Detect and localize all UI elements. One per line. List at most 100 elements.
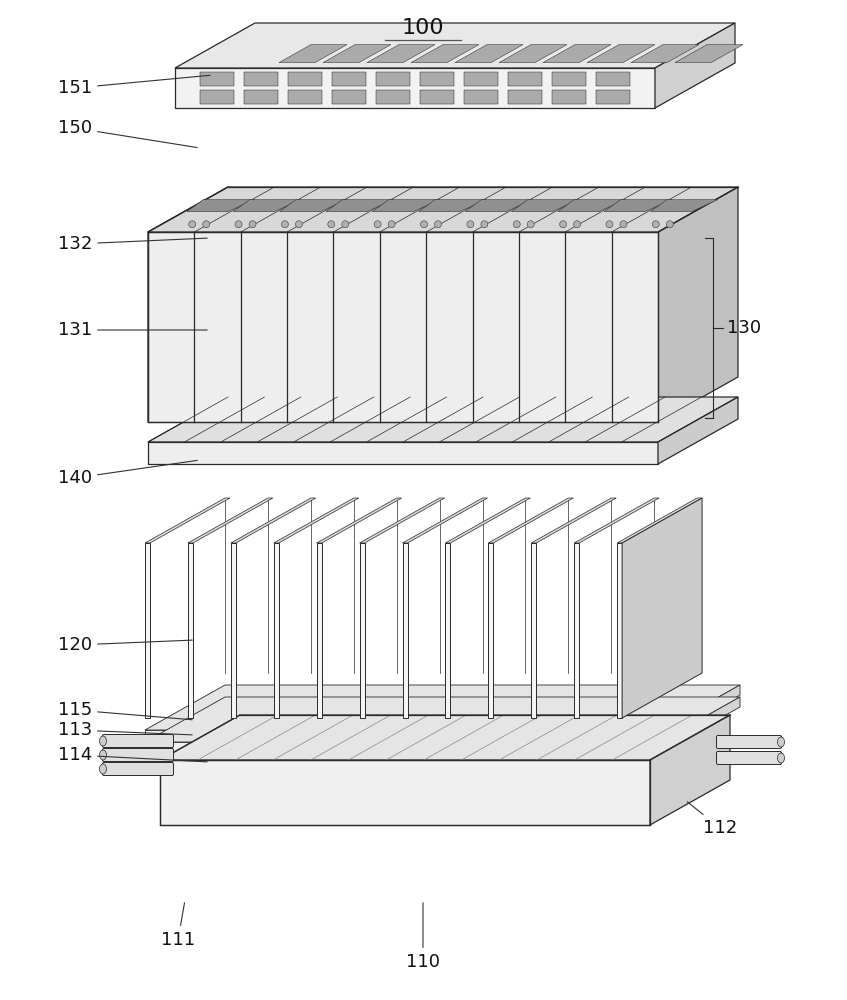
Polygon shape — [631, 45, 699, 63]
Polygon shape — [175, 23, 735, 68]
Bar — [464, 90, 498, 104]
Polygon shape — [543, 45, 611, 63]
Polygon shape — [231, 543, 235, 718]
Polygon shape — [145, 543, 150, 718]
Bar — [332, 90, 366, 104]
FancyBboxPatch shape — [102, 762, 174, 776]
Bar — [288, 90, 322, 104]
Polygon shape — [650, 715, 730, 825]
Circle shape — [620, 221, 627, 228]
Bar — [244, 90, 278, 104]
Text: 150: 150 — [58, 119, 197, 148]
Polygon shape — [326, 200, 393, 212]
Circle shape — [573, 221, 580, 228]
Polygon shape — [455, 45, 523, 63]
Polygon shape — [622, 498, 702, 718]
Polygon shape — [531, 543, 536, 718]
Polygon shape — [148, 187, 738, 232]
Text: 114: 114 — [58, 746, 208, 764]
Polygon shape — [175, 68, 655, 108]
Polygon shape — [512, 200, 579, 212]
Polygon shape — [233, 200, 301, 212]
Circle shape — [249, 221, 256, 228]
Polygon shape — [499, 45, 567, 63]
Bar — [508, 72, 542, 86]
Polygon shape — [446, 543, 451, 718]
Polygon shape — [489, 498, 573, 543]
Circle shape — [667, 221, 673, 228]
Text: 110: 110 — [406, 903, 440, 971]
Ellipse shape — [778, 737, 784, 747]
Polygon shape — [145, 498, 230, 543]
Bar — [376, 90, 410, 104]
Circle shape — [435, 221, 441, 228]
Circle shape — [235, 221, 242, 228]
Text: 111: 111 — [161, 903, 195, 949]
Bar — [200, 90, 234, 104]
Polygon shape — [655, 23, 735, 108]
Circle shape — [342, 221, 349, 228]
Polygon shape — [557, 200, 625, 212]
Polygon shape — [617, 498, 702, 543]
Polygon shape — [660, 685, 740, 740]
Polygon shape — [145, 742, 660, 752]
Polygon shape — [402, 543, 407, 718]
Polygon shape — [617, 543, 622, 718]
Text: 112: 112 — [687, 802, 737, 837]
Polygon shape — [411, 45, 479, 63]
Polygon shape — [658, 187, 738, 422]
Bar — [420, 90, 454, 104]
Text: 131: 131 — [58, 321, 208, 339]
FancyBboxPatch shape — [717, 752, 782, 764]
Polygon shape — [402, 498, 488, 543]
FancyBboxPatch shape — [102, 734, 174, 748]
Polygon shape — [658, 397, 738, 464]
Circle shape — [513, 221, 520, 228]
Text: 100: 100 — [401, 18, 445, 38]
Polygon shape — [280, 200, 347, 212]
Circle shape — [281, 221, 289, 228]
Polygon shape — [148, 397, 738, 442]
Polygon shape — [145, 697, 740, 742]
Polygon shape — [604, 200, 672, 212]
Text: 113: 113 — [58, 721, 192, 739]
Polygon shape — [360, 543, 364, 718]
Ellipse shape — [99, 764, 107, 774]
Polygon shape — [317, 543, 322, 718]
Bar — [508, 90, 542, 104]
Polygon shape — [148, 442, 658, 464]
Text: 140: 140 — [58, 460, 197, 487]
Polygon shape — [231, 498, 316, 543]
Polygon shape — [531, 498, 617, 543]
Ellipse shape — [99, 750, 107, 760]
Polygon shape — [323, 45, 391, 63]
Bar — [596, 90, 630, 104]
Bar — [552, 72, 586, 86]
Bar — [596, 72, 630, 86]
Bar — [552, 90, 586, 104]
Ellipse shape — [99, 736, 107, 746]
Bar — [288, 72, 322, 86]
Circle shape — [296, 221, 302, 228]
Polygon shape — [145, 685, 740, 730]
Circle shape — [467, 221, 473, 228]
Circle shape — [328, 221, 335, 228]
Polygon shape — [187, 200, 254, 212]
Polygon shape — [188, 543, 193, 718]
Polygon shape — [145, 730, 660, 740]
Circle shape — [420, 221, 428, 228]
Circle shape — [481, 221, 488, 228]
FancyBboxPatch shape — [717, 736, 782, 748]
Bar — [244, 72, 278, 86]
Polygon shape — [660, 697, 740, 752]
Polygon shape — [367, 45, 435, 63]
Circle shape — [527, 221, 534, 228]
Ellipse shape — [778, 753, 784, 763]
Bar — [420, 72, 454, 86]
Circle shape — [189, 221, 196, 228]
Text: 115: 115 — [58, 701, 192, 720]
Polygon shape — [279, 45, 347, 63]
Polygon shape — [574, 498, 659, 543]
Polygon shape — [418, 200, 486, 212]
Circle shape — [560, 221, 567, 228]
